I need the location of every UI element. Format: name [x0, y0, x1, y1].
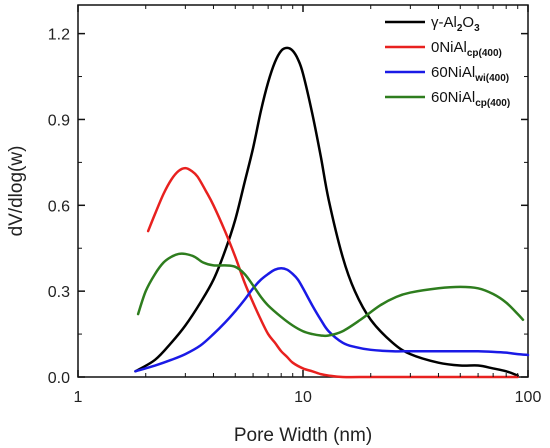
y-tick-label: 0.0: [48, 370, 70, 387]
x-tick-label: 1: [74, 389, 83, 406]
legend-label-3: 60NiAlcp(400): [431, 89, 510, 109]
y-tick-label: 0.6: [48, 198, 70, 215]
y-tick-label: 0.3: [48, 284, 70, 301]
x-axis-title: Pore Width (nm): [234, 425, 372, 446]
legend-label-0: γ-Al2O3: [431, 14, 480, 34]
y-axis-title: dV/dlog(w): [6, 146, 27, 237]
series-line-0: [134, 46, 519, 377]
x-tick-label: 10: [294, 389, 312, 406]
ticks-layer: 1 10 100 0.0 0.3 0.6 0.9 1.2: [48, 5, 542, 406]
plot-frame: [77, 4, 529, 378]
x-tick-label: 100: [515, 389, 542, 406]
y-tick-label: 0.9: [48, 112, 70, 129]
legend: γ-Al2O3 0NiAlcp(400) 60NiAlwi(400) 60NiAlcp…: [385, 14, 510, 109]
series-line-1: [146, 166, 519, 379]
series-line-2: [134, 267, 530, 373]
series-layer: [134, 46, 530, 379]
series-line-3: [136, 252, 525, 338]
legend-label-1: 0NiAlcp(400): [431, 39, 502, 59]
legend-label-2: 60NiAlwi(400): [431, 64, 509, 84]
y-tick-label: 1.2: [48, 27, 70, 44]
